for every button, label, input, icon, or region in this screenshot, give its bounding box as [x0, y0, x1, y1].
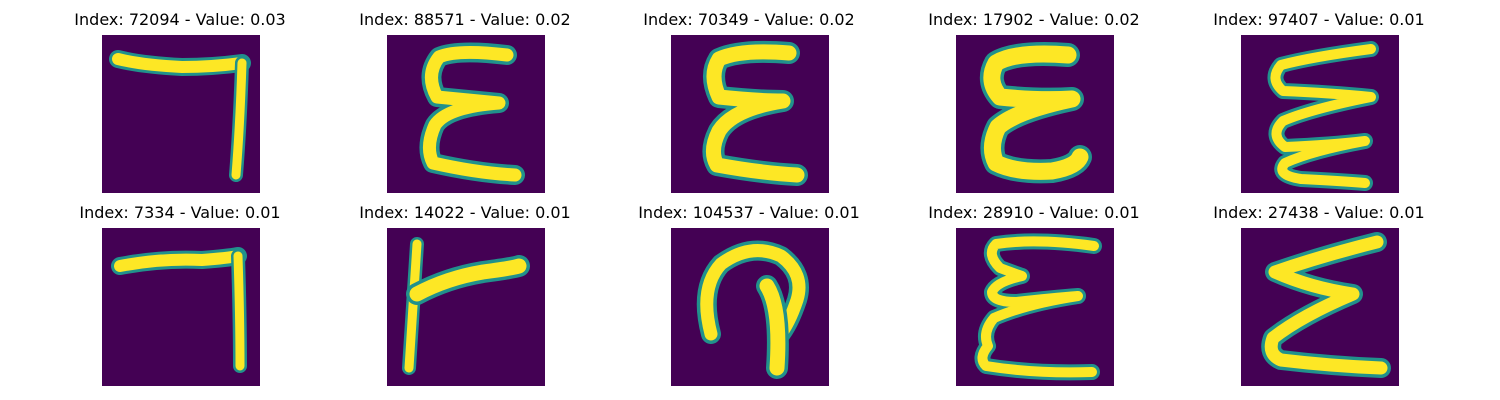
panel-title: Index: 88571 - Value: 0.02 — [359, 10, 571, 29]
panel-title: Index: 17902 - Value: 0.02 — [928, 10, 1140, 29]
panel-title: Index: 72094 - Value: 0.03 — [74, 10, 286, 29]
digit-image — [102, 228, 260, 386]
digit-image — [671, 228, 829, 386]
panel-title: Index: 104537 - Value: 0.01 — [638, 203, 860, 222]
digit-image — [956, 35, 1114, 193]
panel-title: Index: 28910 - Value: 0.01 — [928, 203, 1140, 222]
digit-image — [102, 35, 260, 193]
digit-image — [387, 35, 545, 193]
digit-image — [1241, 35, 1399, 193]
digit-image — [387, 228, 545, 386]
panel-title: Index: 97407 - Value: 0.01 — [1213, 10, 1425, 29]
panel-title: Index: 27438 - Value: 0.01 — [1213, 203, 1425, 222]
panel-title: Index: 7334 - Value: 0.01 — [79, 203, 281, 222]
digit-image — [1241, 228, 1399, 386]
digit-image — [671, 35, 829, 193]
panel-title: Index: 14022 - Value: 0.01 — [359, 203, 571, 222]
digit-image — [956, 228, 1114, 386]
panel-title: Index: 70349 - Value: 0.02 — [643, 10, 855, 29]
